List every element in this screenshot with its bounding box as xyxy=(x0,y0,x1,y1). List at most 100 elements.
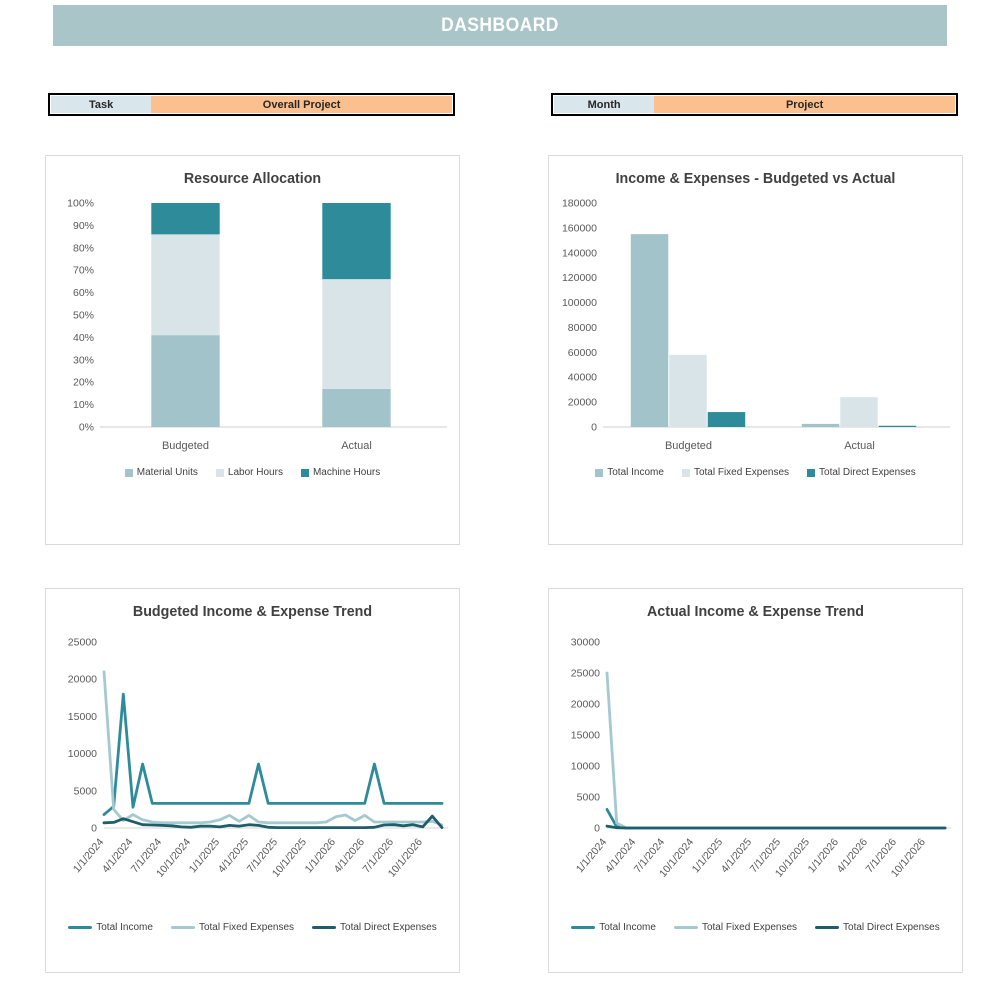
slicer-month-header-label: Month xyxy=(587,98,621,111)
legend-swatch-machine-hours xyxy=(300,468,309,477)
legend-label-total-direct-expenses: Total Direct Expenses xyxy=(819,467,916,478)
slicer-month-value-label: Project xyxy=(785,98,824,111)
line-total-fixed-expenses[interactable] xyxy=(605,671,947,830)
slicer-month-value[interactable]: Project xyxy=(654,96,955,113)
budgeted-trend-chart[interactable]: 05000100001500020000250001/1/20244/1/202… xyxy=(50,620,455,920)
slicer-task-header[interactable]: Task xyxy=(51,96,152,113)
legend-swatch-material-units xyxy=(124,468,133,477)
y-tick-label: 25000 xyxy=(571,668,600,680)
legend-label-total-direct-expenses: Total Direct Expenses xyxy=(843,922,940,933)
legend-label-total-income: Total Income xyxy=(607,467,664,478)
category-label-actual: Actual xyxy=(341,440,372,452)
legend-label-labor-hours: Labor Hours xyxy=(227,467,283,478)
y-tick-label: 10% xyxy=(73,399,94,411)
legend-item-total-direct-expenses: Total Direct Expenses xyxy=(312,922,437,933)
line-total-income[interactable] xyxy=(102,692,444,816)
actual-trend-chart[interactable]: 0500010000150002000025000300001/1/20244/… xyxy=(553,620,958,920)
legend-swatch-total-direct-expenses xyxy=(312,926,337,929)
category-label-budgeted: Budgeted xyxy=(162,440,209,452)
legend-label-total-direct-expenses: Total Direct Expenses xyxy=(340,922,437,933)
income-expenses-legend: Total Income Total Fixed Expenses Total Di… xyxy=(549,467,962,478)
bar-segment-material-units-budgeted[interactable] xyxy=(151,335,220,427)
bar-total-fixed-expenses-budgeted[interactable] xyxy=(669,354,707,427)
y-tick-label: 15000 xyxy=(68,711,97,723)
y-tick-label: 20000 xyxy=(571,699,600,711)
legend-item-total-fixed-expenses: Total Fixed Expenses xyxy=(673,922,797,933)
legend-swatch-labor-hours xyxy=(215,468,224,477)
y-tick-label: 50% xyxy=(73,310,94,322)
chart-card-budgeted-trend: Budgeted Income & Expense Trend 0 5000 100… xyxy=(45,588,460,973)
legend-label-total-income: Total Income xyxy=(96,922,153,933)
line-total-fixed-expenses[interactable] xyxy=(102,670,444,827)
category-label-actual: Actual xyxy=(844,440,875,452)
y-tick-label: 5000 xyxy=(577,792,601,804)
y-tick-label: 10000 xyxy=(571,761,600,773)
y-tick-label: 20% xyxy=(73,377,94,389)
y-tick-label: 80% xyxy=(73,242,94,254)
chart-title-income-expenses: Income & Expenses - Budgeted vs Actual xyxy=(615,170,896,187)
legend-swatch-total-income xyxy=(571,926,596,929)
bar-segment-labor-hours-budgeted[interactable] xyxy=(151,234,220,336)
resource-allocation-chart[interactable]: 0% 10% 20% 30% 40% 50% 60% 70% 80% 90% 100% Budgete… xyxy=(50,187,455,465)
legend-swatch-total-fixed-expenses xyxy=(673,926,698,929)
legend-item-total-income: Total Income xyxy=(571,922,656,933)
legend-item-total-income: Total Income xyxy=(68,922,153,933)
dashboard-header-banner: DASHBOARD xyxy=(53,5,947,46)
legend-swatch-total-direct-expenses xyxy=(807,468,816,477)
chart-card-resource-allocation: Resource Allocation 0% 10% 20% 30% 40% 50% 60%… xyxy=(45,155,460,545)
legend-swatch-total-income xyxy=(595,468,604,477)
dashboard-title: DASHBOARD xyxy=(441,14,559,36)
line-total-direct-expenses[interactable] xyxy=(102,814,444,829)
y-tick-label: 160000 xyxy=(562,222,597,234)
y-tick-label: 100% xyxy=(67,198,94,210)
legend-label-total-fixed-expenses: Total Fixed Expenses xyxy=(693,467,790,478)
slicer-task: Task Overall Project xyxy=(48,93,455,116)
bar-segment-material-units-actual[interactable] xyxy=(322,388,391,427)
bar-total-direct-expenses-actual[interactable] xyxy=(878,425,917,427)
bar-total-direct-expenses-budgeted[interactable] xyxy=(707,412,746,427)
legend-label-total-income: Total Income xyxy=(599,922,656,933)
line-total-direct-expenses[interactable] xyxy=(605,824,947,830)
line-total-income[interactable] xyxy=(605,808,947,830)
chart-title-budgeted-trend: Budgeted Income & Expense Trend xyxy=(132,603,373,620)
legend-swatch-total-direct-expenses xyxy=(815,926,840,929)
y-tick-label: 140000 xyxy=(562,247,597,259)
bar-segment-machine-hours-budgeted[interactable] xyxy=(151,203,220,235)
y-tick-label: 90% xyxy=(73,220,94,232)
resource-allocation-legend: Material Units Labor Hours Machine Hours xyxy=(46,467,459,478)
y-tick-label: 40% xyxy=(73,332,94,344)
y-tick-label: 10000 xyxy=(68,748,97,760)
legend-item-total-income: Total Income xyxy=(595,467,664,478)
bar-segment-machine-hours-actual[interactable] xyxy=(322,203,391,280)
legend-item-total-direct-expenses: Total Direct Expenses xyxy=(815,922,940,933)
y-tick-label: 60000 xyxy=(568,347,597,359)
y-tick-label: 0 xyxy=(591,422,597,434)
y-tick-label: 15000 xyxy=(571,730,600,742)
chart-title-resource-allocation: Resource Allocation xyxy=(183,170,322,187)
income-expenses-chart[interactable]: 0 20000 40000 60000 80000 100000 120000 140000 1… xyxy=(553,187,958,465)
bar-segment-labor-hours-actual[interactable] xyxy=(322,279,391,389)
actual-trend-legend: Total Income Total Fixed Expenses Total Di… xyxy=(549,922,962,933)
legend-item-total-fixed-expenses: Total Fixed Expenses xyxy=(170,922,294,933)
y-tick-label: 30000 xyxy=(571,637,600,649)
y-tick-label: 20000 xyxy=(68,674,97,686)
y-tick-label: 0 xyxy=(91,823,97,835)
legend-item-machine-hours: Machine Hours xyxy=(300,467,380,478)
y-tick-label: 30% xyxy=(73,354,94,366)
slicer-task-value[interactable]: Overall Project xyxy=(151,96,452,113)
y-tick-label: 20000 xyxy=(568,397,597,409)
bar-total-income-actual[interactable] xyxy=(801,423,840,427)
legend-label-material-units: Material Units xyxy=(136,467,198,478)
legend-item-total-fixed-expenses: Total Fixed Expenses xyxy=(681,467,790,478)
y-tick-label: 5000 xyxy=(74,785,98,797)
slicer-month-header[interactable]: Month xyxy=(554,96,655,113)
bar-total-fixed-expenses-actual[interactable] xyxy=(840,397,878,427)
legend-item-total-direct-expenses: Total Direct Expenses xyxy=(807,467,916,478)
y-tick-label: 0 xyxy=(594,823,600,835)
y-tick-label: 180000 xyxy=(562,198,597,210)
y-tick-label: 25000 xyxy=(68,637,97,649)
y-tick-label: 70% xyxy=(73,265,94,277)
category-label-budgeted: Budgeted xyxy=(665,440,712,452)
slicer-month: Month Project xyxy=(551,93,958,116)
bar-total-income-budgeted[interactable] xyxy=(630,234,669,427)
